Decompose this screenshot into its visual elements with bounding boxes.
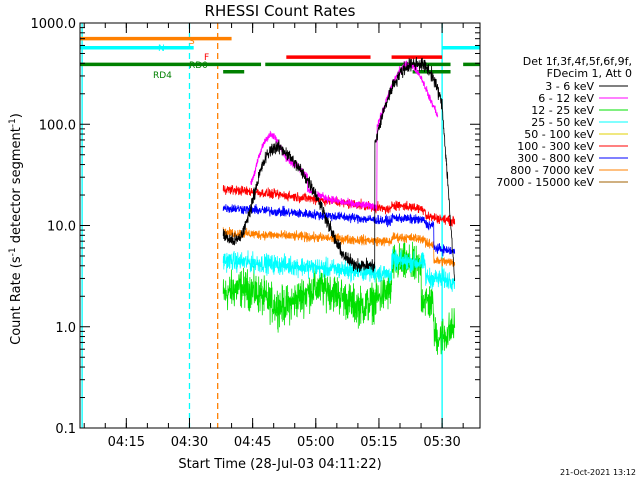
series-line-3-6-kev [222,57,456,281]
legend-header-line-2: FDecim 1, Att 0 [547,67,632,80]
y-tick-label: 1.0 [55,321,76,336]
timestamp: 21-Oct-2021 13:12 [560,468,636,477]
y-tick-label: 1000.0 [31,17,77,32]
y-tick-label: 10.0 [47,220,76,235]
y-axis-label: Count Rate (s-1 detector segment-1) [8,113,24,345]
series-line-6-12-kev [250,60,439,211]
legend-entry-label: 800 - 7000 keV [510,164,594,177]
x-tick-label: 05:00 [297,435,334,450]
x-tick-label: 05:30 [423,435,460,450]
x-tick-label: 04:15 [108,435,145,450]
legend-entry-label: 12 - 25 keV [531,104,594,117]
plot-area [80,23,480,428]
x-tick-label: 04:30 [171,435,208,450]
series-line-800-7000-kev [222,226,456,267]
legend-entry-label: 6 - 12 keV [538,92,594,105]
legend-entry-label: 25 - 50 keV [531,116,594,129]
plot-frame [79,22,481,429]
flag-label-rd4: RD4 [153,71,172,81]
legend-entry-label: 7000 - 15000 keV [496,176,594,189]
x-tick-label: 05:15 [360,435,397,450]
series-line-300-800-kev [222,203,456,257]
series-line-12-25-kev [222,241,456,355]
legend-entry-label: 300 - 800 keV [517,152,594,165]
legend-entry-label: 100 - 300 keV [517,140,594,153]
legend: Det 1f,3f,4f,5f,6f,9f, FDecim 1, Att 0 3… [496,55,632,189]
x-tick-label: 04:45 [234,435,271,450]
y-tick-label: 0.1 [55,422,76,437]
legend-entry-label: 3 - 6 keV [545,80,594,93]
legend-header-line-1: Det 1f,3f,4f,5f,6f,9f, [523,55,632,68]
y-tick-label: 100.0 [39,118,76,133]
flag-label-n: N [158,44,165,54]
flag-label-s: S [189,37,195,47]
flag-label-f: F [204,53,209,63]
flag-label-rd0: RD0 [189,61,208,71]
x-axis-label: Start Time (28-Jul-03 04:11:22) [178,457,381,472]
series-line-25-50-kev [222,249,456,292]
legend-entry-label: 50 - 100 keV [524,128,594,141]
chart-title: RHESSI Count Rates [205,2,356,20]
